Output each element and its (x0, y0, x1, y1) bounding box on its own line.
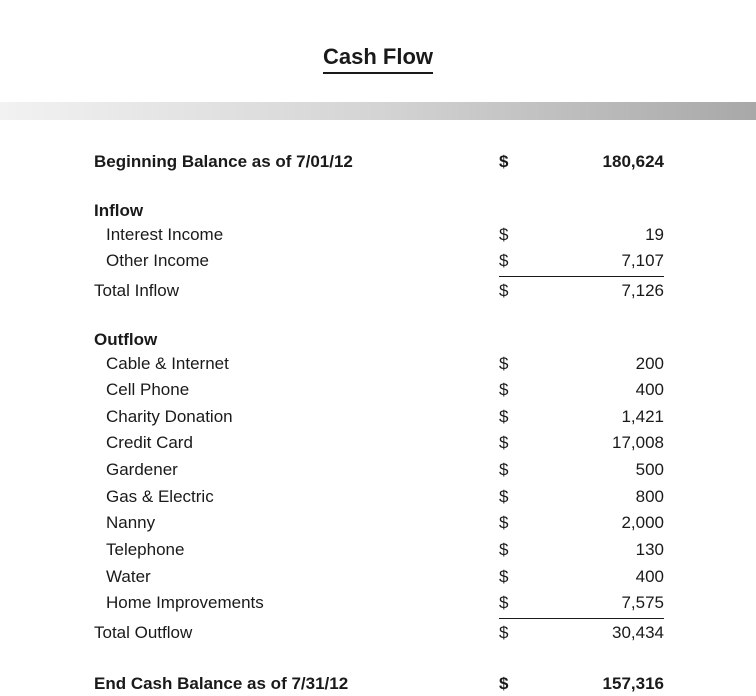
total-inflow-label: Total Inflow (94, 279, 499, 304)
outflow-item-row: Water$400 (94, 565, 664, 590)
outflow-item-amount: 500 (529, 458, 664, 483)
outflow-item-label: Gardener (94, 458, 499, 483)
currency-symbol: $ (499, 249, 529, 274)
outflow-item-label: Water (94, 565, 499, 590)
beginning-balance-amount: 180,624 (529, 150, 664, 175)
cash-flow-table: Beginning Balance as of 7/01/12 $ 180,62… (0, 150, 756, 696)
currency-symbol: $ (499, 458, 529, 483)
page-title: Cash Flow (323, 44, 433, 74)
outflow-item-row: Gas & Electric$800 (94, 485, 664, 510)
currency-symbol: $ (499, 378, 529, 403)
outflow-item-amount: 2,000 (529, 511, 664, 536)
outflow-item-label: Home Improvements (94, 591, 499, 616)
currency-symbol: $ (499, 223, 529, 248)
beginning-balance-label: Beginning Balance as of 7/01/12 (94, 150, 499, 175)
outflow-item-label: Credit Card (94, 431, 499, 456)
currency-symbol: $ (499, 618, 529, 646)
total-inflow-amount: 7,126 (529, 276, 664, 304)
currency-symbol: $ (499, 276, 529, 304)
total-outflow-label: Total Outflow (94, 621, 499, 646)
total-outflow-amount: 30,434 (529, 618, 664, 646)
currency-symbol: $ (499, 352, 529, 377)
currency-symbol: $ (499, 591, 529, 616)
inflow-item-amount: 19 (529, 223, 664, 248)
currency-symbol: $ (499, 431, 529, 456)
inflow-item-label: Other Income (94, 249, 499, 274)
section-divider (0, 102, 756, 120)
outflow-item-row: Nanny$2,000 (94, 511, 664, 536)
outflow-item-amount: 17,008 (529, 431, 664, 456)
inflow-heading: Inflow (94, 201, 664, 221)
outflow-item-label: Charity Donation (94, 405, 499, 430)
currency-symbol: $ (499, 405, 529, 430)
outflow-item-row: Charity Donation$1,421 (94, 405, 664, 430)
outflow-item-amount: 200 (529, 352, 664, 377)
outflow-item-row: Telephone$130 (94, 538, 664, 563)
inflow-item-amount: 7,107 (529, 249, 664, 274)
currency-symbol: $ (499, 538, 529, 563)
total-outflow-row: Total Outflow $ 30,434 (94, 618, 664, 646)
total-inflow-row: Total Inflow $ 7,126 (94, 276, 664, 304)
currency-symbol: $ (499, 485, 529, 510)
outflow-item-amount: 7,575 (529, 591, 664, 616)
outflow-item-label: Cable & Internet (94, 352, 499, 377)
outflow-item-row: Cell Phone$400 (94, 378, 664, 403)
currency-symbol: $ (499, 511, 529, 536)
inflow-item-row: Interest Income$19 (94, 223, 664, 248)
outflow-item-row: Home Improvements$7,575 (94, 591, 664, 616)
outflow-item-label: Telephone (94, 538, 499, 563)
outflow-item-row: Cable & Internet$200 (94, 352, 664, 377)
ending-balance-amount: 157,316 (529, 672, 664, 696)
inflow-item-row: Other Income$7,107 (94, 249, 664, 274)
outflow-item-amount: 400 (529, 565, 664, 590)
currency-symbol: $ (499, 672, 529, 696)
outflow-item-label: Nanny (94, 511, 499, 536)
inflow-item-label: Interest Income (94, 223, 499, 248)
outflow-item-label: Gas & Electric (94, 485, 499, 510)
outflow-item-row: Credit Card$17,008 (94, 431, 664, 456)
outflow-item-amount: 130 (529, 538, 664, 563)
currency-symbol: $ (499, 565, 529, 590)
outflow-item-amount: 1,421 (529, 405, 664, 430)
outflow-item-row: Gardener$500 (94, 458, 664, 483)
ending-balance-label: End Cash Balance as of 7/31/12 (94, 672, 499, 696)
outflow-item-amount: 800 (529, 485, 664, 510)
outflow-item-amount: 400 (529, 378, 664, 403)
outflow-heading: Outflow (94, 330, 664, 350)
beginning-balance-row: Beginning Balance as of 7/01/12 $ 180,62… (94, 150, 664, 175)
ending-balance-row: End Cash Balance as of 7/31/12 $ 157,316 (94, 672, 664, 696)
outflow-item-label: Cell Phone (94, 378, 499, 403)
currency-symbol: $ (499, 150, 529, 175)
